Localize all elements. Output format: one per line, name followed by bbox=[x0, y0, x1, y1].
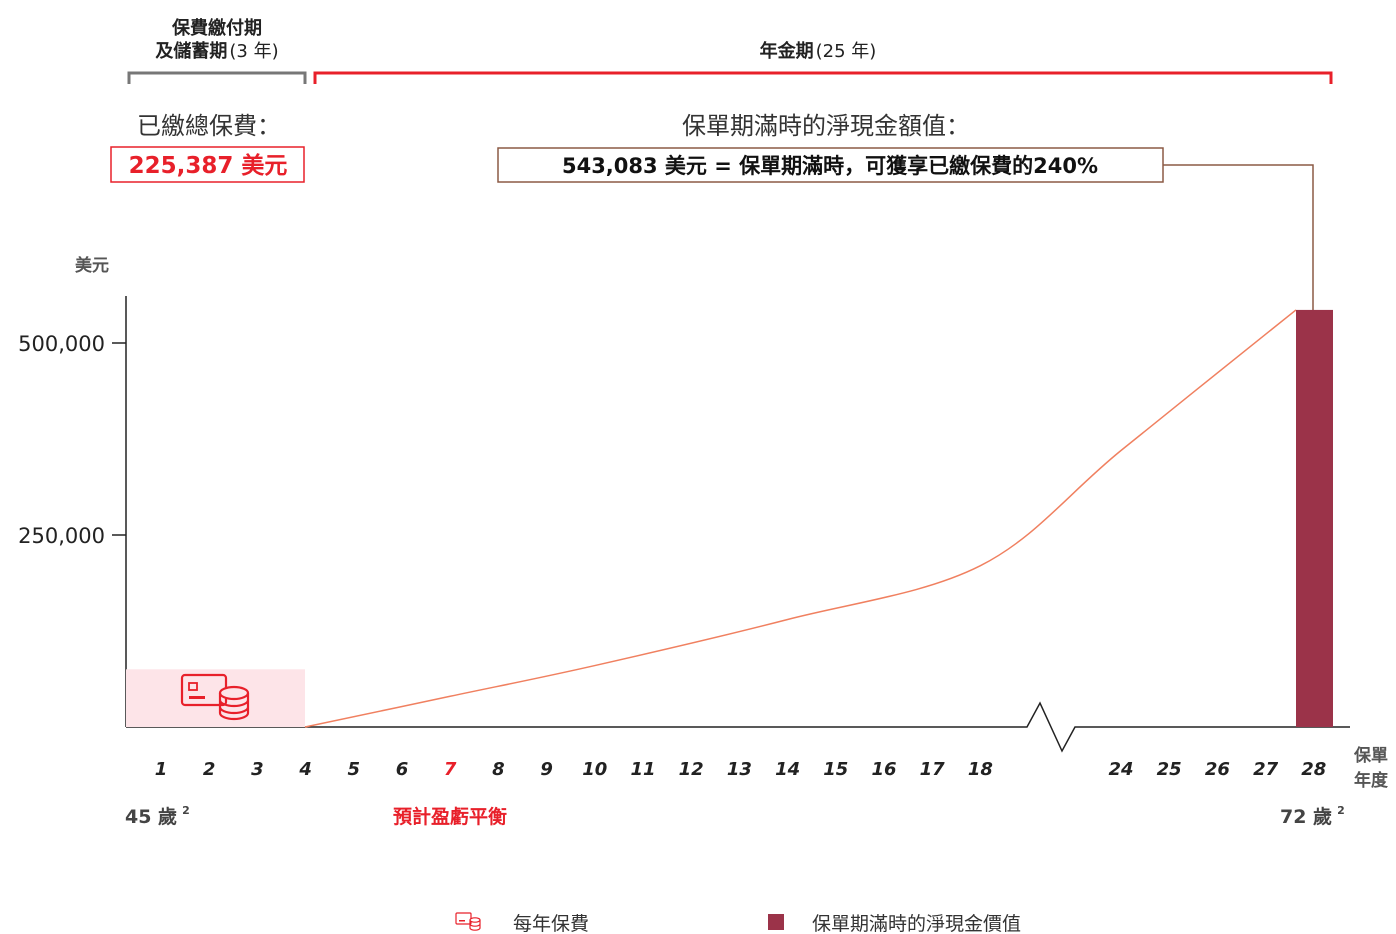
x-tick-label: 11 bbox=[630, 759, 655, 780]
x-tick-label: 7 bbox=[444, 759, 457, 780]
x-tick-label: 27 bbox=[1253, 759, 1279, 780]
y-ticks: 250,000 500,000 bbox=[18, 332, 126, 548]
legend-premium-card bbox=[455, 912, 472, 925]
age-end-label: 72 歲 2 bbox=[1280, 804, 1345, 828]
annuity-period-bracket bbox=[313, 71, 1333, 84]
x-tick-label: 9 bbox=[540, 759, 553, 780]
x-tick-label: 26 bbox=[1205, 759, 1230, 780]
period-brackets bbox=[127, 71, 1333, 84]
pay-period-bracket bbox=[127, 71, 307, 84]
annuity-period-name: 年金期 bbox=[760, 40, 814, 62]
age-start-footnote: 2 bbox=[182, 804, 190, 817]
maturity-value-box bbox=[497, 147, 1164, 183]
x-axis-label-line2: 年度 bbox=[1354, 770, 1389, 791]
x-tick-label: 12 bbox=[679, 759, 704, 780]
maturity-connector-line bbox=[1163, 164, 1314, 311]
x-tick-label: 3 bbox=[251, 759, 264, 780]
x-tick-label: 24 bbox=[1108, 759, 1133, 780]
legend-premium-dash bbox=[459, 920, 465, 922]
legend-premium-coin-stack bbox=[469, 920, 481, 931]
age-end-footnote: 2 bbox=[1337, 804, 1345, 817]
premium-icon-coin-stack bbox=[218, 693, 250, 721]
y-tick-label: 500,000 bbox=[18, 332, 105, 356]
premium-icon-chip bbox=[188, 682, 198, 691]
pay-period-title-line2: 及儲蓄期 (3 年) bbox=[155, 40, 278, 62]
x-tick-label: 5 bbox=[348, 759, 361, 780]
x-tick-label: 17 bbox=[920, 759, 946, 780]
x-tick-label: 28 bbox=[1301, 759, 1326, 780]
maturity-value-text: 543,083 美元 = 保單期滿時，可獲享已繳保費的240% bbox=[562, 154, 1098, 178]
legend: 每年保費 保單期滿時的淨現金價值 bbox=[455, 912, 1021, 934]
x-tick-label: 10 bbox=[582, 759, 607, 780]
x-tick-label: 8 bbox=[492, 759, 505, 780]
legend-maturity-label: 保單期滿時的淨現金價值 bbox=[812, 913, 1021, 934]
x-tick-label: 14 bbox=[775, 759, 800, 780]
legend-premium-coin-top bbox=[469, 917, 481, 923]
premium-band bbox=[126, 669, 305, 727]
premium-icon-dash bbox=[189, 696, 205, 699]
pay-period-name: 及儲蓄期 bbox=[155, 40, 227, 62]
x-tick-label: 25 bbox=[1157, 759, 1182, 780]
annuity-period-title: 年金期 (25 年) bbox=[760, 40, 877, 62]
total-premium-label: 已繳總保費： bbox=[137, 112, 281, 140]
legend-premium-icon bbox=[455, 912, 481, 931]
premium-icon bbox=[180, 673, 250, 721]
x-tick-label: 13 bbox=[727, 759, 752, 780]
x-tick-label: 4 bbox=[298, 759, 312, 780]
total-premium-box bbox=[110, 146, 305, 183]
annuity-period-years: (25 年) bbox=[816, 41, 877, 62]
x-tick-label: 2 bbox=[203, 759, 216, 780]
x-axis-path bbox=[126, 701, 1350, 753]
y-axis-label: 美元 bbox=[75, 255, 109, 276]
legend-maturity-swatch bbox=[768, 914, 784, 930]
x-tick-label: 15 bbox=[823, 759, 848, 780]
x-tick-label: 16 bbox=[871, 759, 896, 780]
maturity-value-label: 保單期滿時的淨現金額值： bbox=[682, 112, 970, 140]
age-start-text: 45 歲 bbox=[125, 805, 177, 828]
x-tick-labels: 1 2 3 4 5 6 7 8 9 10 11 12 13 14 15 16 17 18 24 25 26 27 28 bbox=[155, 759, 1327, 780]
y-tick-label: 250,000 bbox=[18, 524, 105, 548]
x-axis-label-line1: 保單 bbox=[1353, 745, 1388, 766]
legend-premium-label: 每年保費 bbox=[513, 913, 589, 934]
total-premium-value: 225,387 美元 bbox=[129, 152, 288, 179]
age-start-label: 45 歲 2 bbox=[125, 804, 190, 828]
x-tick-label: 1 bbox=[155, 759, 168, 780]
x-axis-line bbox=[126, 701, 1350, 753]
x-tick-label: 6 bbox=[396, 759, 409, 780]
pay-period-years: (3 年) bbox=[229, 41, 278, 62]
x-tick-label: 18 bbox=[968, 759, 993, 780]
age-end-text: 72 歲 bbox=[1280, 805, 1332, 828]
maturity-bar bbox=[1296, 309, 1333, 727]
value-curve bbox=[304, 309, 1297, 728]
pay-period-title-line1: 保費繳付期 bbox=[171, 17, 262, 39]
breakeven-label: 預計盈虧平衡 bbox=[393, 805, 507, 828]
premium-icon-coin-top bbox=[218, 685, 250, 701]
